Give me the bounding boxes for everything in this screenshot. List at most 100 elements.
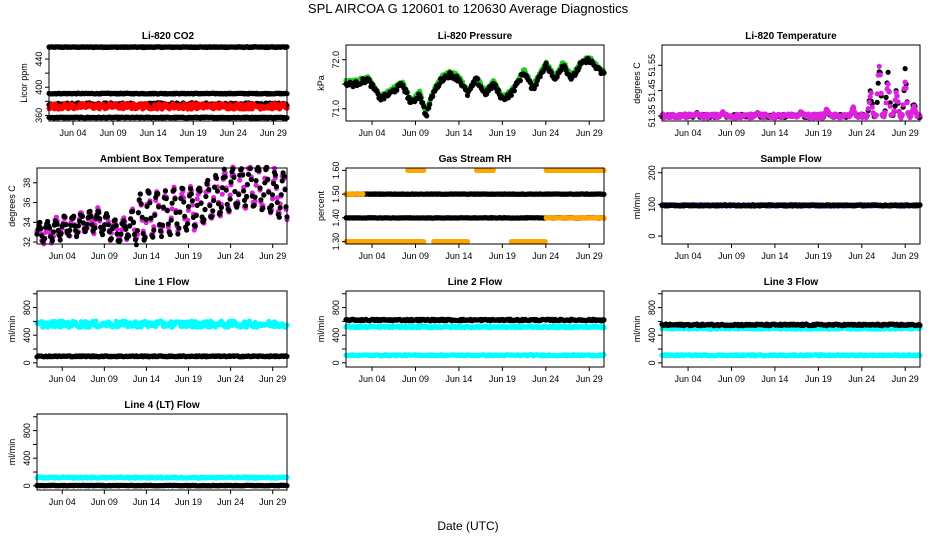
plot-frame [661, 44, 921, 122]
data-point [876, 63, 882, 69]
data-point [45, 218, 51, 224]
x-tick-label: Jun 14 [761, 251, 788, 261]
data-point [900, 102, 906, 108]
data-series [46, 114, 290, 121]
data-series [343, 239, 548, 245]
data-point [281, 173, 287, 179]
data-point [241, 188, 247, 194]
data-point [198, 200, 204, 206]
data-point [151, 227, 157, 233]
data-point [173, 209, 179, 216]
data-point [430, 93, 436, 99]
chart-title: Gas Stream RH [439, 154, 512, 165]
x-tick-label: Jun 14 [133, 251, 160, 261]
data-point [203, 193, 209, 200]
data-point [866, 99, 872, 105]
data-point [114, 231, 120, 237]
data-series [46, 100, 290, 112]
data-point [899, 111, 905, 118]
x-tick-label: Jun 29 [576, 251, 603, 261]
y-tick-label: 100 [647, 197, 657, 212]
data-point [251, 202, 257, 208]
data-point [240, 172, 246, 178]
data-point [464, 239, 471, 245]
data-point [268, 209, 274, 215]
data-point [136, 197, 142, 203]
data-point [147, 200, 153, 206]
figure-title: SPL AIRCOA G 120601 to 120630 Average Di… [307, 1, 629, 16]
y-axis-label: kPa [316, 75, 326, 91]
data-point [225, 324, 231, 330]
data-point [865, 106, 871, 112]
data-point [260, 205, 266, 211]
data-point [138, 201, 144, 207]
data-series [343, 56, 607, 119]
data-point [885, 81, 891, 87]
data-point [72, 223, 78, 229]
data-point [187, 186, 194, 192]
data-point [194, 202, 200, 208]
data-point [137, 191, 143, 197]
x-tick-label: Jun 29 [259, 251, 286, 261]
data-point [276, 214, 282, 220]
data-point [54, 221, 60, 227]
data-point [269, 196, 276, 202]
x-tick-label: Jun 04 [359, 128, 386, 138]
x-tick-label: Jun 29 [260, 128, 287, 138]
data-point [97, 216, 103, 222]
data-point [178, 195, 184, 201]
data-point [96, 210, 102, 216]
data-point [894, 93, 900, 99]
data-point [217, 209, 223, 215]
data-series [405, 167, 607, 173]
data-point [241, 184, 247, 190]
x-tick-label: Jun 19 [175, 251, 202, 261]
x-tick-label: Jun 24 [532, 251, 559, 261]
data-point [185, 204, 192, 210]
data-point [50, 229, 57, 235]
x-tick-label: Jun 29 [576, 128, 603, 138]
data-point [241, 197, 248, 203]
data-point [185, 221, 191, 227]
data-point [194, 196, 200, 202]
data-point [181, 199, 187, 205]
data-point [219, 185, 225, 191]
data-series [34, 318, 290, 330]
data-point [248, 176, 254, 183]
chart-title: Li-820 CO2 [142, 31, 195, 42]
data-point [882, 109, 888, 115]
data-point [418, 95, 424, 102]
data-point [118, 231, 124, 237]
y-tick-label: 32 [22, 237, 32, 247]
data-point [142, 235, 148, 241]
data-point [143, 216, 149, 223]
chart-title: Ambient Box Temperature [100, 154, 225, 165]
data-point [176, 225, 182, 231]
x-tick-label: Jun 14 [445, 128, 472, 138]
y-tick-label: 440 [34, 52, 44, 67]
x-tick-label: Jun 09 [91, 251, 118, 261]
data-point [902, 79, 908, 85]
y-tick-label: 51.55 [647, 54, 657, 77]
x-tick-label: Jun 29 [259, 374, 286, 384]
data-point [252, 198, 258, 204]
data-point [83, 225, 89, 231]
data-point [375, 91, 381, 97]
data-point [223, 187, 229, 193]
data-point [258, 197, 264, 203]
data-point [885, 69, 891, 75]
data-point [262, 180, 268, 186]
x-tick-label: Jun 24 [220, 128, 247, 138]
y-tick-label: 200 [647, 165, 657, 180]
data-point [197, 188, 203, 194]
y-tick-label: 400 [22, 328, 32, 343]
data-point [274, 195, 280, 201]
data-point [495, 87, 501, 93]
data-point [222, 174, 228, 180]
data-point [273, 184, 279, 190]
data-point [269, 202, 275, 209]
data-point [231, 174, 237, 180]
data-point [227, 196, 233, 202]
data-point [360, 191, 366, 197]
data-point [134, 228, 140, 234]
